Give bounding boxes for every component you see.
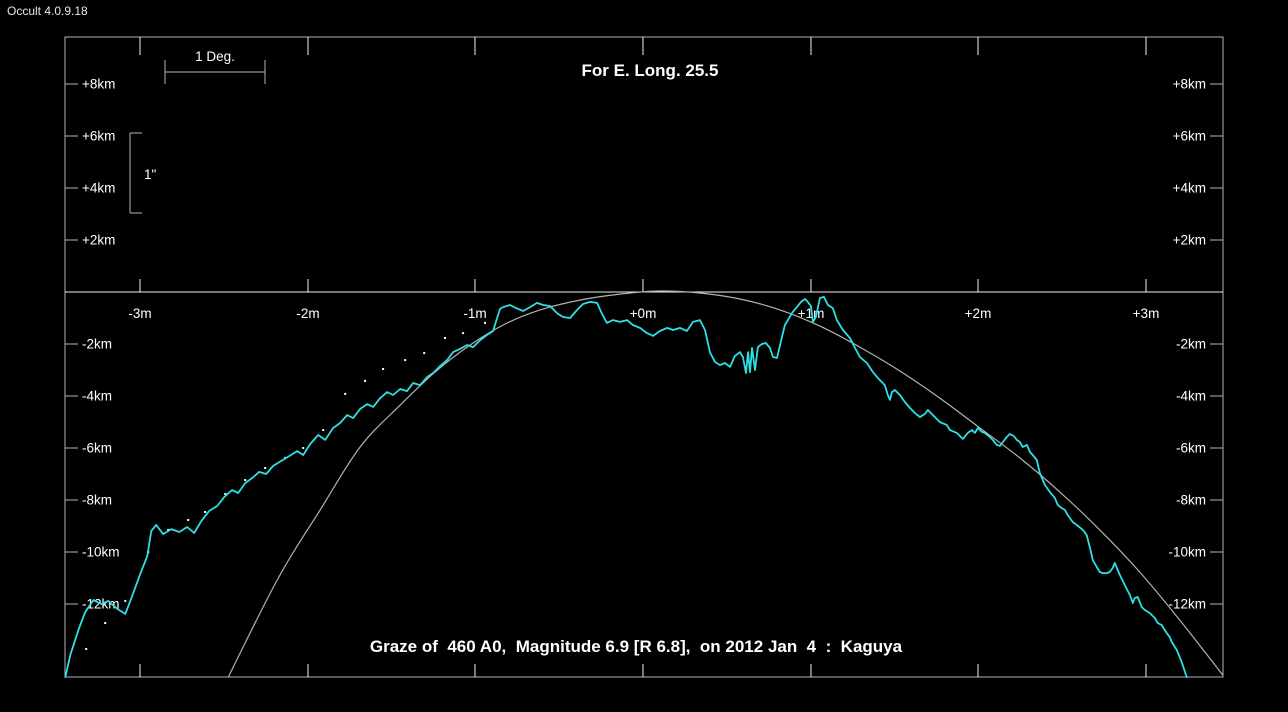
profile-dot [364,379,367,382]
profile-dot [224,493,227,495]
profile-dot [104,622,107,624]
km-tick-label-right: +8km [1173,77,1206,92]
profile-dot [204,511,207,513]
km-tick-label-left: -8km [82,493,112,508]
km-tick-label-right: -6km [1176,441,1206,456]
km-tick-label-left: +2km [82,233,115,248]
km-tick-label-right: +6km [1173,129,1206,144]
profile-dot [423,352,426,355]
mean-limb-curve [227,290,1224,678]
km-tick-label-left: -4km [82,389,112,404]
profile-dot [444,337,447,339]
km-tick-label-right: -8km [1176,493,1206,508]
km-tick-label-left: +4km [82,181,115,196]
arcsec-scale-label: 1" [144,167,157,182]
km-tick-label-left: +8km [82,77,115,92]
time-tick-label: +0m [630,306,657,321]
degree-scale-label: 1 Deg. [195,49,235,64]
profile-dot [124,599,127,602]
profile-dot [85,648,88,650]
profile-dot [244,479,247,481]
kaguya-limb-profile [64,295,1188,678]
app-version-label: Occult 4.0.9.18 [7,4,88,18]
profile-dot [344,392,347,395]
km-tick-label-right: +2km [1173,233,1206,248]
profile-dot [382,368,385,370]
profile-dot [264,467,267,469]
profile-dot [187,519,190,521]
km-tick-label-left: +6km [82,129,115,144]
km-tick-label-right: -10km [1168,545,1206,560]
chart-caption: Graze of 460 A0, Magnitude 6.9 [R 6.8], … [369,637,903,656]
km-tick-label-right: +4km [1173,181,1206,196]
profile-dot [322,429,325,432]
time-tick-label: -2m [296,306,319,321]
km-tick-label-left: -10km [82,545,120,560]
profile-dot [167,528,170,531]
time-tick-label: -3m [128,306,151,321]
profile-dot [462,332,465,335]
chart-title: For E. Long. 25.5 [581,61,719,80]
time-tick-label: -1m [463,306,486,321]
km-tick-label-left: -6km [82,441,112,456]
profile-dot [404,359,407,362]
time-tick-label: +2m [965,306,992,321]
km-tick-label-right: -2km [1176,337,1206,352]
time-tick-label: +3m [1133,306,1160,321]
km-tick-label-left: -2km [82,337,112,352]
plot-frame [64,36,1224,678]
profile-dot [484,321,486,324]
km-tick-label-right: -12km [1168,597,1206,612]
km-tick-label-right: -4km [1176,389,1206,404]
profile-dot [302,447,305,449]
